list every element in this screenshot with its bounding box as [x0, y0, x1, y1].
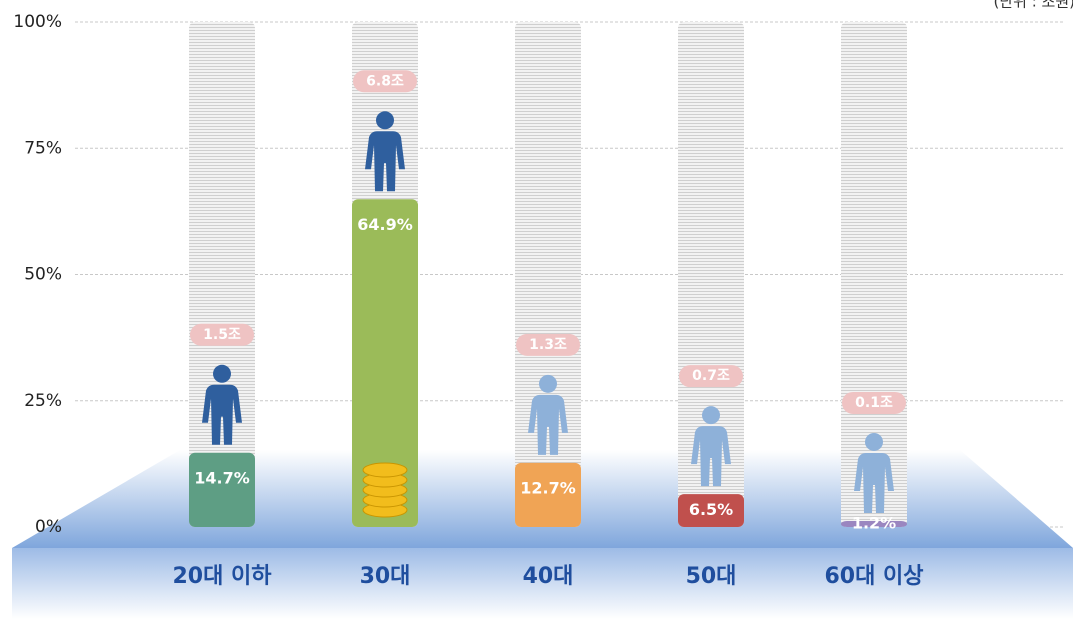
- value-label: 64.9%: [357, 215, 413, 234]
- y-tick-label: 0%: [35, 517, 62, 537]
- bar-track: [189, 22, 255, 527]
- unit-note: (단위 : 조원): [994, 0, 1073, 11]
- amount-label: 0.1조: [855, 395, 893, 411]
- value-label: 1.2%: [852, 513, 896, 532]
- x-tick-label: 30대: [360, 564, 411, 589]
- x-tick-label: 40대: [523, 564, 574, 589]
- x-tick-label: 20대 이하: [173, 564, 273, 589]
- bar: [189, 453, 255, 527]
- person-head: [702, 406, 720, 424]
- person-head: [865, 433, 883, 451]
- amount-label: 1.3조: [529, 337, 567, 353]
- amount-label: 1.5조: [203, 327, 241, 343]
- y-tick-label: 75%: [24, 138, 62, 158]
- person-head: [213, 365, 231, 383]
- person-head: [376, 111, 394, 129]
- amount-label: 0.7조: [692, 368, 730, 384]
- x-tick-label: 60대 이상: [825, 564, 924, 589]
- y-tick-label: 100%: [13, 12, 62, 32]
- person-head: [539, 375, 557, 393]
- value-label: 6.5%: [689, 500, 733, 519]
- x-tick-label: 50대: [686, 564, 737, 589]
- bar-track: [841, 22, 907, 527]
- value-label: 12.7%: [520, 478, 576, 497]
- bar-track: [515, 22, 581, 527]
- amount-label: 6.8조: [366, 73, 404, 89]
- value-label: 14.7%: [194, 468, 250, 487]
- coin: [363, 463, 407, 477]
- y-tick-label: 25%: [24, 391, 62, 411]
- y-tick-label: 50%: [24, 265, 62, 285]
